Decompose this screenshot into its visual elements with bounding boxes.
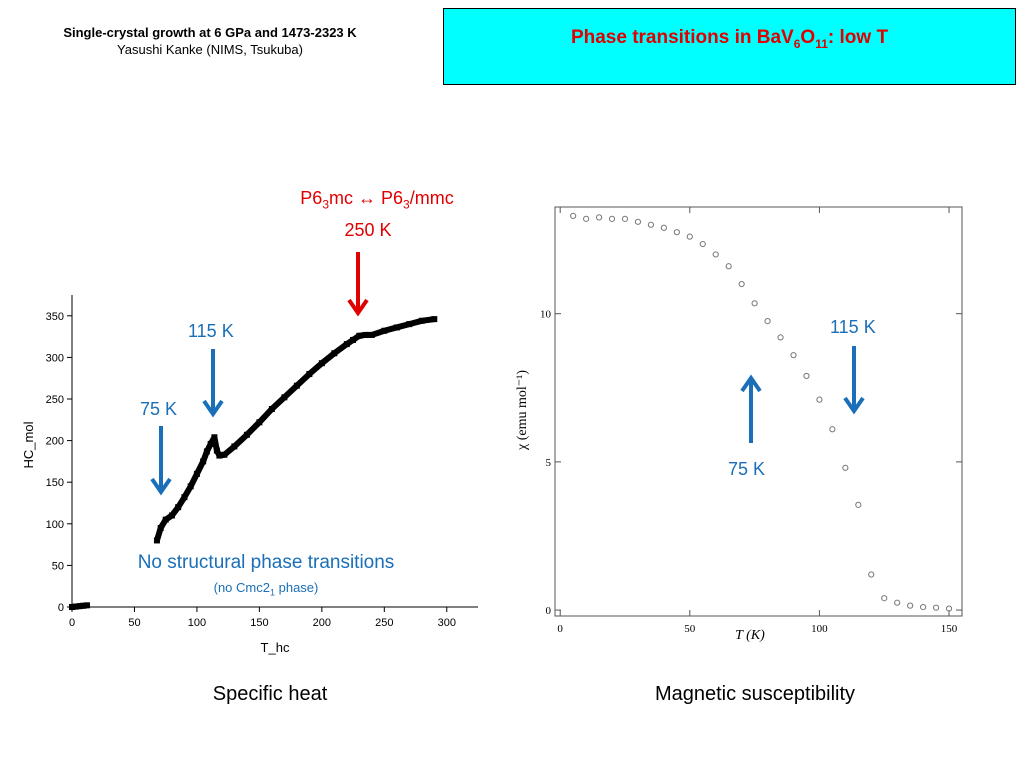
chi-point xyxy=(570,212,577,219)
hc-y-tick-label: 50 xyxy=(52,560,64,572)
chi-point xyxy=(790,352,797,359)
red-arrowhead xyxy=(347,298,369,317)
hc-x-tick-label: 100 xyxy=(188,617,206,629)
blue-arrowhead-115k-right xyxy=(843,396,865,415)
chi-point xyxy=(725,263,732,270)
header-info: Single-crystal growth at 6 GPa and 1473-… xyxy=(30,24,390,58)
label-p63mc: P63mc ↔ P63/mmc xyxy=(300,188,454,212)
title-box: Phase transitions in BaV6O11: low T xyxy=(443,8,1016,85)
label-75k-right: 75 K xyxy=(728,459,766,479)
hc-point xyxy=(256,419,263,426)
hc-point xyxy=(350,336,357,343)
caption-magnetic-susceptibility: Magnetic susceptibility xyxy=(654,683,856,705)
hc-y-tick-label: 350 xyxy=(46,311,64,323)
hc-y-tick-label: 150 xyxy=(46,477,64,489)
hc-point xyxy=(268,405,275,412)
specific-heat-ylabel: HC_mol xyxy=(21,421,36,468)
hc-point xyxy=(83,602,90,609)
chi-x-tick-label: 0 xyxy=(557,623,563,635)
susceptibility-xlabel: T (K) xyxy=(735,628,765,643)
header-line2: Yasushi Kanke (NIMS, Tsukuba) xyxy=(117,42,303,57)
caption-specific-heat: Specific heat xyxy=(212,683,328,705)
hc-point xyxy=(213,447,220,454)
chi-point xyxy=(842,464,849,471)
hc-x-tick-label: 0 xyxy=(69,617,75,629)
hc-x-tick-label: 200 xyxy=(313,617,331,629)
chi-y-tick-label: 10 xyxy=(540,309,552,321)
header-line1: Single-crystal growth at 6 GPa and 1473-… xyxy=(63,25,357,40)
label-no-cmc: (no Cmc21 phase) xyxy=(213,580,319,598)
hc-point xyxy=(431,316,438,323)
chi-frame xyxy=(554,206,963,617)
chi-point xyxy=(660,224,667,231)
chi-point xyxy=(647,221,655,228)
chi-point xyxy=(816,396,823,403)
hc-point xyxy=(221,451,228,458)
chi-point xyxy=(686,233,693,240)
hc-x-tick-label: 300 xyxy=(438,617,456,629)
hc-x-tick-label: 150 xyxy=(250,617,268,629)
label-250k: 250 K xyxy=(344,220,392,240)
chi-point xyxy=(803,372,810,380)
hc-y-tick-label: 100 xyxy=(46,519,64,531)
blue-arrowhead-115k-left xyxy=(202,399,224,418)
hc-point xyxy=(157,524,164,531)
chi-point xyxy=(621,215,629,222)
chi-point xyxy=(855,501,862,508)
label-75k-left: 75 K xyxy=(140,399,178,419)
blue-arrowhead-75k-right xyxy=(740,374,762,393)
hc-x-tick-label: 50 xyxy=(128,617,140,629)
chi-point xyxy=(595,214,603,221)
chi-point xyxy=(920,604,927,611)
hc-y-tick-label: 200 xyxy=(46,436,64,448)
chi-y-tick-label: 0 xyxy=(546,605,552,617)
label-115k-left: 115 K xyxy=(188,321,234,341)
specific-heat-axes: 0 50 100 150 200 250 300 350 0 50 100 150 200 250 300 xyxy=(46,295,478,629)
hc-point xyxy=(231,443,238,450)
chi-y-tick-label: 5 xyxy=(546,457,552,469)
chi-point xyxy=(881,595,888,602)
hc-point xyxy=(356,332,363,339)
page-title: Phase transitions in BaV6O11: low T xyxy=(570,26,889,51)
chi-point xyxy=(945,605,953,612)
chi-point xyxy=(608,215,616,222)
chi-point xyxy=(673,229,680,236)
label-no-transitions: No structural phase transitions xyxy=(137,552,395,573)
chi-point xyxy=(712,251,719,258)
label-115k-right: 115 K xyxy=(830,317,876,337)
hc-y-tick-label: 0 xyxy=(58,602,64,614)
chi-x-tick-label: 50 xyxy=(684,623,696,635)
specific-heat-xlabel: T_hc xyxy=(261,640,290,655)
hc-point xyxy=(368,331,375,338)
chi-point xyxy=(764,318,771,325)
chi-point xyxy=(868,571,875,578)
hc-y-tick-label: 250 xyxy=(46,394,64,406)
chi-point xyxy=(932,604,940,611)
hc-x-tick-label: 250 xyxy=(375,617,393,629)
chi-point xyxy=(583,215,590,222)
specific-heat-points xyxy=(69,316,438,610)
chi-point xyxy=(634,218,642,225)
chi-point xyxy=(907,602,914,609)
chi-x-tick-label: 150 xyxy=(941,623,958,635)
chi-point xyxy=(738,280,745,288)
chi-point xyxy=(777,334,784,341)
blue-arrowhead-75k-left xyxy=(150,477,172,496)
chi-point xyxy=(829,426,836,433)
chi-point xyxy=(699,240,706,248)
hc-point xyxy=(162,516,169,523)
susceptibility-points xyxy=(570,212,953,612)
hc-y-tick-label: 300 xyxy=(46,352,64,364)
chi-point xyxy=(894,599,901,606)
chi-point xyxy=(751,300,758,307)
hc-point xyxy=(203,448,210,455)
hc-point xyxy=(306,371,313,378)
hc-point xyxy=(343,341,350,348)
susceptibility-ylabel: χ (emu mol⁻¹) xyxy=(515,370,530,451)
chi-x-tick-label: 100 xyxy=(811,623,828,635)
